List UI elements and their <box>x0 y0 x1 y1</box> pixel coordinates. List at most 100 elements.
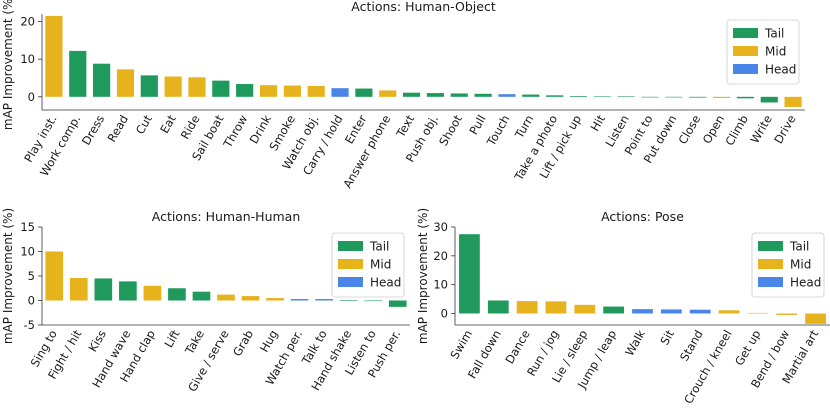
bar <box>545 301 567 314</box>
bar <box>760 96 778 103</box>
chart-2: Actions: Human-Human mAP Improvement (%) -… <box>1 208 410 394</box>
y-axis-label: mAP Improvement (%) <box>1 208 15 344</box>
bar <box>164 76 182 97</box>
category-label: Read <box>104 113 131 145</box>
category-label: Text <box>393 112 417 140</box>
category-label: Take <box>182 328 207 358</box>
category-label: Walk <box>622 327 648 358</box>
category-label: Ride <box>178 113 203 142</box>
legend-swatch <box>733 46 758 56</box>
bar <box>259 85 278 97</box>
legend: Tail Mid Head <box>726 19 800 85</box>
bar <box>168 288 186 301</box>
y-axis-label: mAP Improvement (%) <box>416 208 430 344</box>
chart-3: Actions: Pose mAP Improvement (%) 0 10 20 30 S… <box>416 208 830 406</box>
category-label: Hug <box>257 328 281 355</box>
bar <box>459 234 480 314</box>
bar <box>498 94 516 97</box>
y-tick-label: 0 <box>28 294 35 308</box>
category-label: Dress <box>79 112 107 147</box>
y-axis-label: mAP Improvement (%) <box>1 0 15 130</box>
legend-swatch <box>733 28 758 38</box>
bar <box>266 298 284 301</box>
bar <box>660 309 682 314</box>
bar <box>736 96 754 99</box>
legend-swatch <box>758 277 783 287</box>
bar <box>712 96 731 98</box>
bar <box>379 90 397 97</box>
bar <box>665 96 683 98</box>
category-label: Shoot <box>436 112 465 148</box>
bar <box>776 313 798 315</box>
bar <box>574 304 596 314</box>
y-tick-label: 0 <box>441 306 448 320</box>
chart-title: Actions: Human-Human <box>152 209 301 224</box>
bar <box>45 251 64 301</box>
bar <box>641 96 659 98</box>
y-tick-label: 10 <box>20 245 35 259</box>
legend-label: Tail <box>764 27 784 41</box>
category-label: Throw <box>220 113 250 151</box>
bar <box>119 281 137 301</box>
bar <box>388 300 407 307</box>
bar <box>617 96 635 98</box>
category-label: Pull <box>466 113 488 138</box>
bar <box>593 96 611 98</box>
legend-label: Head <box>790 276 821 290</box>
bar <box>192 291 211 301</box>
bar <box>364 300 383 302</box>
legend-swatch <box>758 241 783 251</box>
bar <box>69 50 87 97</box>
category-label: Close <box>676 113 704 147</box>
bar <box>143 285 162 301</box>
bar <box>450 93 468 97</box>
legend-label: Mid <box>765 45 786 59</box>
bar <box>140 75 158 97</box>
bar <box>402 92 421 97</box>
chart-title: Actions: Pose <box>601 209 684 224</box>
bar <box>689 96 707 98</box>
bar <box>315 299 333 301</box>
bar <box>69 277 88 301</box>
bar <box>212 80 230 97</box>
bar <box>93 63 111 97</box>
category-label: Stand <box>677 328 706 364</box>
legend-swatch <box>338 259 363 269</box>
y-tick-label: 30 <box>433 220 448 234</box>
bar <box>355 88 373 97</box>
y-tick-label: 15 <box>20 220 35 234</box>
bar <box>45 15 63 97</box>
bar <box>718 310 740 314</box>
bar <box>283 85 301 97</box>
category-label: Grab <box>230 328 256 359</box>
category-label: Swim <box>447 328 475 362</box>
bar <box>307 85 325 97</box>
bar <box>522 94 540 97</box>
legend-label: Tail <box>369 240 389 254</box>
bar <box>236 84 254 97</box>
bar <box>784 96 802 107</box>
bar <box>116 69 135 97</box>
legend: Tail Mid Head <box>331 232 405 298</box>
legend-label: Mid <box>370 258 391 272</box>
bar <box>474 93 492 97</box>
bar <box>339 300 358 301</box>
legend: Tail Mid Head <box>751 232 825 298</box>
category-label: Turn <box>512 113 537 142</box>
y-tick-label: 0 <box>28 90 35 104</box>
legend-label: Head <box>370 276 401 290</box>
y-tick-label: 20 <box>433 249 448 263</box>
legend-label: Head <box>765 63 796 77</box>
category-label: Cut <box>133 112 155 137</box>
category-label: Eat <box>157 112 179 136</box>
legend-swatch <box>338 241 363 251</box>
bar <box>516 301 538 314</box>
category-label: Drive <box>771 113 798 147</box>
bar <box>632 309 653 314</box>
y-tick-label: 20 <box>20 15 35 29</box>
category-label: Dance <box>502 328 532 367</box>
bar <box>290 299 309 301</box>
category-label: Lift <box>161 327 182 350</box>
legend-swatch <box>758 259 783 269</box>
